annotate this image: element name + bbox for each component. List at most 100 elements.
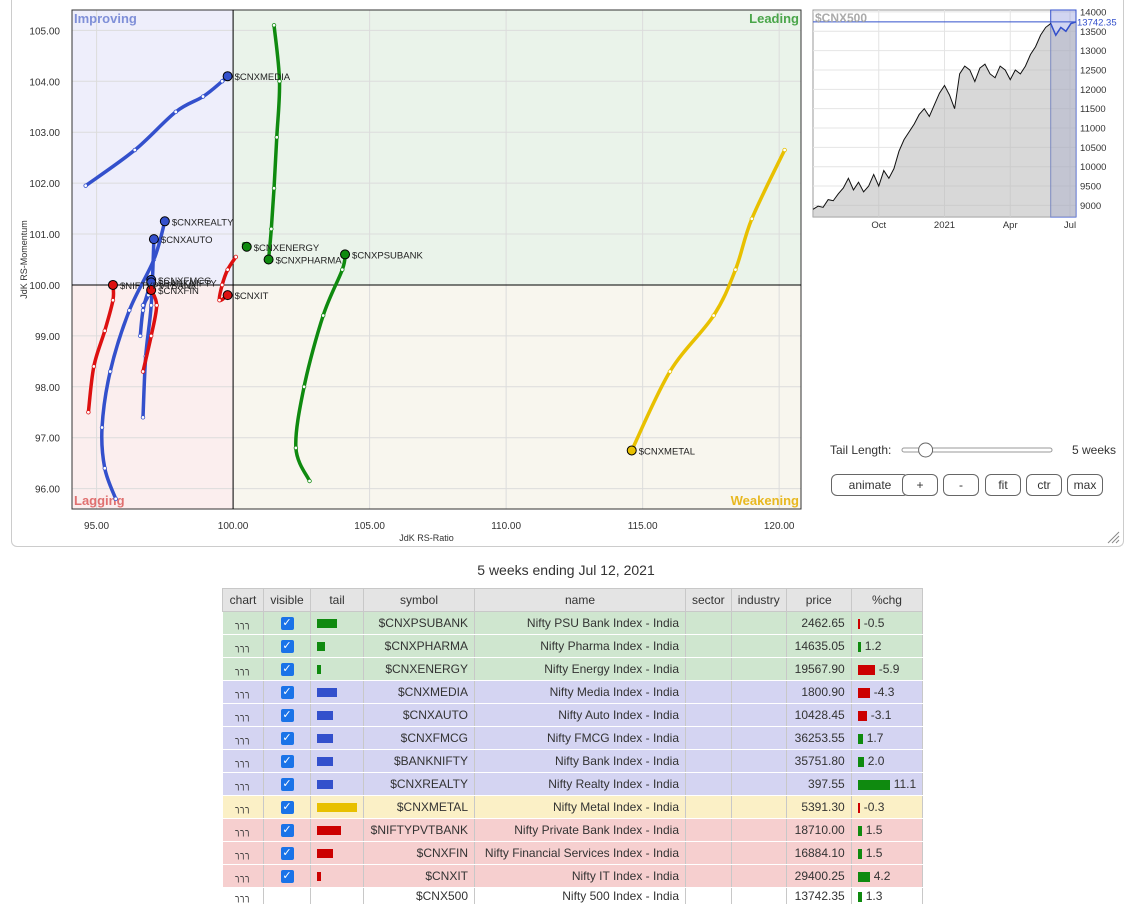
candlestick-icon[interactable]: ╮╮╮	[235, 642, 251, 653]
pct-change-value: 1.5	[865, 846, 883, 860]
chart-cell[interactable]: ╮╮╮	[222, 887, 264, 905]
visible-checkbox[interactable]: ✓	[280, 801, 294, 815]
candlestick-icon[interactable]: ╮╮╮	[235, 734, 251, 745]
table-row[interactable]: ╮╮╮ ✓ $CNXIT Nifty IT Index - India 29400.25…	[222, 864, 924, 888]
rrg-chart[interactable]: 95.00 100.00 105.00 110.00 115.00 120.00 96.00…	[12, 0, 1123, 546]
chart-cell[interactable]: ╮╮╮	[222, 726, 264, 750]
table-row[interactable]: ╮╮╮ ✓ $BANKNIFTY Nifty Bank Index - India 35…	[222, 749, 924, 773]
candlestick-icon[interactable]: ╮╮╮	[235, 688, 251, 699]
visible-checkbox[interactable]: ✓	[280, 617, 294, 631]
head-cnxauto[interactable]	[148, 234, 159, 245]
visible-checkbox[interactable]: ✓	[280, 870, 294, 884]
tail-length-slider[interactable]	[900, 440, 1060, 460]
chart-cell[interactable]: ╮╮╮	[222, 749, 264, 773]
col-name[interactable]: name	[474, 588, 686, 612]
chart-cell[interactable]: ╮╮╮	[222, 795, 264, 819]
table-row[interactable]: ╮╮╮ ✓ $CNXFMCG Nifty FMCG Index - India 3625…	[222, 726, 924, 750]
candlestick-icon[interactable]: ╮╮╮	[235, 711, 251, 722]
head-cnxfin[interactable]	[146, 285, 157, 296]
animate-button[interactable]: animate	[831, 474, 909, 496]
visible-cell[interactable]: ✓	[263, 795, 311, 819]
table-row[interactable]: ╮╮╮ ✓ $CNXMEDIA Nifty Media Index - India 18…	[222, 680, 924, 704]
visible-cell[interactable]: ✓	[263, 634, 311, 658]
chart-cell[interactable]: ╮╮╮	[222, 703, 264, 727]
head-cnxpharma[interactable]	[263, 254, 274, 265]
max-button[interactable]: max	[1067, 474, 1103, 496]
candlestick-icon[interactable]: ╮╮╮	[235, 757, 251, 768]
candlestick-icon[interactable]: ╮╮╮	[235, 619, 251, 630]
chart-cell[interactable]: ╮╮╮	[222, 864, 264, 888]
visible-cell[interactable]: ✓	[263, 841, 311, 865]
col-visible[interactable]: visible	[263, 588, 311, 612]
table-row[interactable]: ╮╮╮ ✓ $CNXPSUBANK Nifty PSU Bank Index - In…	[222, 611, 924, 635]
table-row[interactable]: ╮╮╮ ✓ $CNXAUTO Nifty Auto Index - India 1042…	[222, 703, 924, 727]
visible-cell[interactable]: ✓	[263, 749, 311, 773]
tail-cnxmetal[interactable]	[629, 148, 787, 453]
center-button[interactable]: ctr	[1026, 474, 1062, 496]
head-cnxit[interactable]	[222, 290, 233, 301]
head-cnxpsubank[interactable]	[340, 249, 351, 260]
visible-cell[interactable]: ✓	[263, 818, 311, 842]
chart-cell[interactable]: ╮╮╮	[222, 818, 264, 842]
visible-checkbox[interactable]: ✓	[280, 755, 294, 769]
col-industry[interactable]: industry	[730, 588, 787, 612]
table-row[interactable]: ╮╮╮ ✓ $CNXENERGY Nifty Energy Index - India…	[222, 657, 924, 681]
visible-cell[interactable]: ✓	[263, 726, 311, 750]
fit-button[interactable]: fit	[985, 474, 1021, 496]
chart-cell[interactable]: ╮╮╮	[222, 680, 264, 704]
head-cnxrealty[interactable]	[159, 216, 170, 227]
visible-cell[interactable]: ✓	[263, 611, 311, 635]
visible-checkbox[interactable]: ✓	[280, 709, 294, 723]
table-row[interactable]: ╮╮╮ ✓ $CNXREALTY Nifty Realty Index - India…	[222, 772, 924, 796]
candlestick-icon[interactable]: ╮╮╮	[235, 780, 251, 791]
col-sector[interactable]: sector	[685, 588, 732, 612]
col-price[interactable]: price	[785, 588, 852, 612]
table-row[interactable]: ╮╮╮ ✓ $CNXPHARMA Nifty Pharma Index - India…	[222, 634, 924, 658]
visible-cell[interactable]: ✓	[263, 864, 311, 888]
candlestick-icon[interactable]: ╮╮╮	[235, 803, 251, 814]
candlestick-icon[interactable]: ╮╮╮	[235, 892, 251, 903]
table-row[interactable]: ╮╮╮ ✓ $CNXMETAL Nifty Metal Index - India 53…	[222, 795, 924, 819]
visible-cell[interactable]: ✓	[263, 680, 311, 704]
tail-cnxauto[interactable]	[141, 237, 156, 420]
col-pct-change[interactable]: %chg	[850, 588, 924, 612]
col-symbol[interactable]: symbol	[363, 588, 475, 612]
visible-cell[interactable]: ✓	[263, 772, 311, 796]
slider-knob[interactable]	[918, 442, 934, 458]
visible-cell[interactable]: ✓	[263, 657, 311, 681]
candlestick-icon[interactable]: ╮╮╮	[235, 872, 251, 883]
candlestick-icon[interactable]: ╮╮╮	[235, 849, 251, 860]
table-row[interactable]: ╮╮╮ $CNX500 Nifty 500 Index - India 13742.3…	[222, 887, 924, 905]
head-cnxenergy[interactable]	[241, 241, 252, 252]
chart-cell[interactable]: ╮╮╮	[222, 772, 264, 796]
head-cnxmetal[interactable]	[626, 445, 637, 456]
table-row[interactable]: ╮╮╮ ✓ $NIFTYPVTBANK Nifty Private Bank Inde…	[222, 818, 924, 842]
chart-cell[interactable]: ╮╮╮	[222, 841, 264, 865]
visible-checkbox[interactable]: ✓	[280, 663, 294, 677]
zoom-out-button[interactable]: -	[943, 474, 979, 496]
chart-cell[interactable]: ╮╮╮	[222, 657, 264, 681]
chart-cell[interactable]: ╮╮╮	[222, 611, 264, 635]
head-cnxmedia[interactable]	[222, 71, 233, 82]
table-row[interactable]: ╮╮╮ ✓ $CNXFIN Nifty Financial Services Inde…	[222, 841, 924, 865]
resize-grip-icon[interactable]	[1106, 530, 1120, 544]
zoom-in-button[interactable]: +	[902, 474, 938, 496]
chart-cell[interactable]: ╮╮╮	[222, 634, 264, 658]
candlestick-icon[interactable]: ╮╮╮	[235, 826, 251, 837]
tail-cnxfin[interactable]	[141, 288, 159, 374]
visible-checkbox[interactable]: ✓	[280, 824, 294, 838]
benchmark-y-tick: 11000	[1080, 124, 1106, 135]
visible-checkbox[interactable]: ✓	[280, 686, 294, 700]
visible-checkbox[interactable]: ✓	[280, 778, 294, 792]
visible-cell[interactable]: ✓	[263, 703, 311, 727]
pct-change-value: 1.3	[865, 889, 883, 903]
visible-checkbox[interactable]: ✓	[280, 847, 294, 861]
visible-checkbox[interactable]: ✓	[280, 732, 294, 746]
tail-cnxpharma[interactable]	[266, 23, 282, 262]
candlestick-icon[interactable]: ╮╮╮	[235, 665, 251, 676]
head-niftypvtbank[interactable]	[107, 279, 118, 290]
col-tail[interactable]: tail	[310, 588, 364, 612]
col-chart[interactable]: chart	[222, 588, 264, 612]
visible-cell[interactable]	[263, 887, 311, 905]
visible-checkbox[interactable]: ✓	[280, 640, 294, 654]
